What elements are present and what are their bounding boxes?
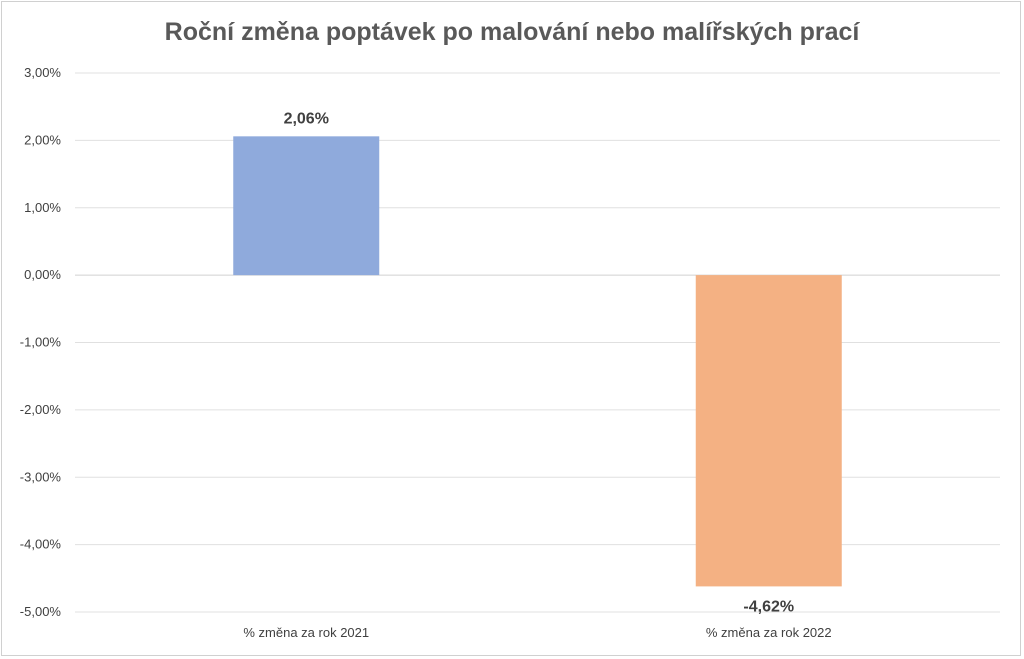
chart-title: Roční změna poptávek po malování nebo ma… [164, 18, 860, 46]
y-tick-label: 0,00% [24, 267, 61, 282]
y-tick-label: 2,00% [24, 132, 61, 147]
y-tick-label: -3,00% [20, 469, 62, 484]
y-tick-label: -5,00% [20, 604, 62, 619]
data-label: 2,06% [284, 110, 329, 127]
y-tick-label: -1,00% [20, 335, 62, 350]
category-label: % změna za rok 2022 [706, 625, 832, 640]
bar [695, 275, 842, 587]
y-tick-label: -2,00% [20, 402, 62, 417]
y-tick-label: 1,00% [24, 200, 61, 215]
category-label: % změna za rok 2021 [243, 625, 369, 640]
y-tick-label: 3,00% [24, 65, 61, 80]
bar [233, 136, 380, 276]
data-label: -4,62% [743, 598, 794, 615]
y-tick-label: -4,00% [20, 537, 62, 552]
